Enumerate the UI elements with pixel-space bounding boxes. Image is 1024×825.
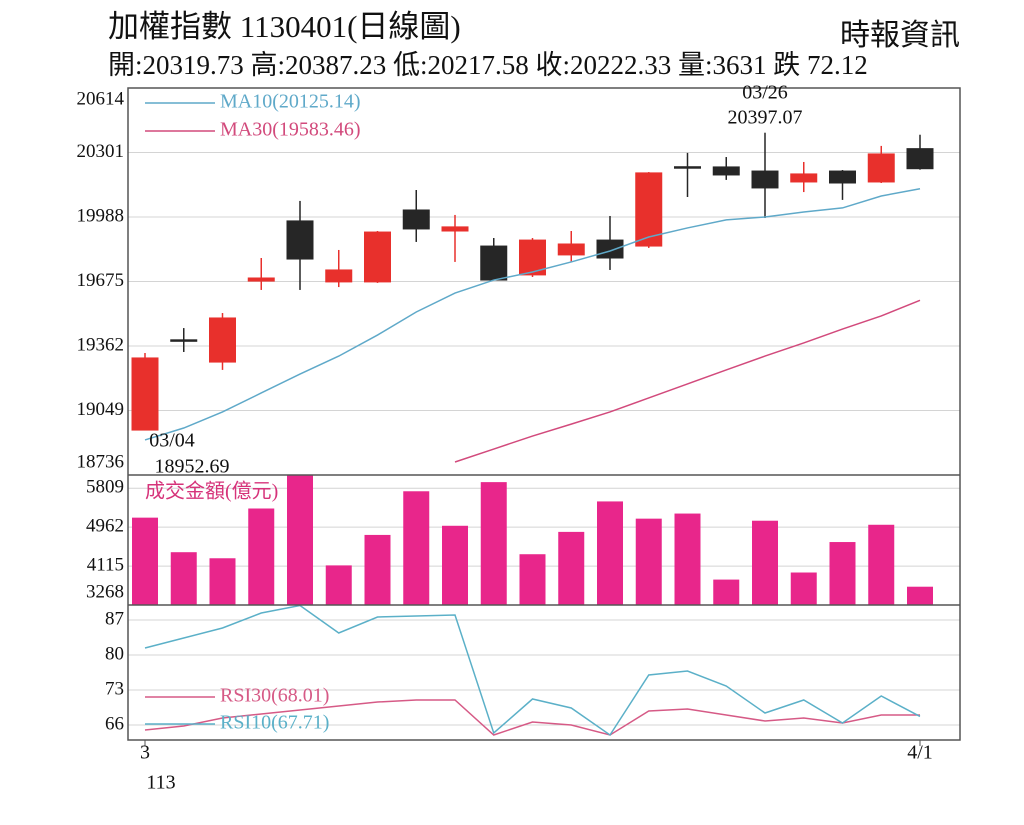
candle-body [364,231,391,283]
y-tick-label: 66 [105,713,124,734]
volume-bar [287,475,313,605]
y-tick-label: 20614 [77,88,125,109]
source: 時報資訊 [840,19,960,52]
candle-body [596,239,624,259]
legend-label: MA30(19583.46) [220,119,361,141]
legend-label: MA10(20125.14) [220,91,361,113]
candle-body [635,172,663,247]
annotation-date: 03/04 [149,430,195,452]
rsi-line [144,605,921,737]
panel [132,475,933,605]
candle-body [751,170,779,189]
x-sublabel: 113 [146,772,175,794]
title: 加權指數 1130401(日線圖) [108,9,461,44]
moving-average-line [454,299,921,463]
candle-body [170,339,198,342]
candle-body [906,148,934,170]
y-tick-label: 4115 [87,554,124,575]
candle-body [402,209,430,230]
candle-body [829,170,856,184]
info: 開:20319.73 高:20387.23 低:20217.58 收:20222… [108,50,868,80]
grid [128,619,960,726]
volume-bar [403,491,430,605]
candle-body [712,166,740,176]
y-tick-label: 73 [105,678,124,699]
moving-average-line [144,188,921,441]
volume-bar [325,565,352,605]
volume-bar [170,552,197,605]
annotation-value: 18952.69 [155,456,230,478]
y-tick-label: 20301 [77,141,125,162]
candle-body [557,243,585,256]
volume-bar [713,579,740,605]
volume-bar [597,501,623,605]
volume-bar [132,517,158,605]
candle-body [480,245,508,281]
y-tick-label: 19675 [77,270,125,291]
volume-bar [829,542,856,605]
x-tick-label: 3 [140,742,150,764]
panel [131,132,934,463]
volume-bar [868,524,895,605]
legend-label: RSI10(67.71) [220,712,329,734]
candle-body [867,153,895,183]
volume-bar [674,513,701,605]
y-tick-label: 3268 [86,581,124,602]
volume-bar [752,520,778,605]
volume-bar [442,525,468,605]
panel-title: 成交金額(億元) [145,480,278,503]
candle-body [209,317,236,363]
y-tick-label: 18736 [77,451,125,472]
volume-bar [635,518,662,605]
volume-bar [480,482,507,605]
candle-body [286,220,314,260]
y-tick-label: 4962 [86,516,124,537]
candle-body [441,226,469,232]
y-tick-label: 19362 [77,334,125,355]
volume-bar [907,586,933,605]
volume-bar [364,534,391,605]
rsi-line [144,699,921,736]
y-tick-label: 19049 [77,399,125,420]
plot [128,87,960,737]
annotation-date: 03/26 [742,82,788,104]
y-tick-label: 5809 [86,477,124,498]
volume-bar [558,531,585,605]
volume-bar [248,508,275,605]
candle-body [790,173,818,183]
y-tick-label: 19988 [77,205,125,226]
volume-bar [790,572,817,605]
candle-body [674,166,701,169]
x-tick-label: 4/1 [907,742,933,764]
annotation-value: 20397.07 [728,107,803,129]
candle-body [131,357,159,431]
candle-body [325,269,353,283]
panel [144,605,921,737]
volume-bar [209,558,236,605]
y-tick-label: 87 [105,608,124,629]
frame [127,87,961,741]
candle-body [247,277,275,282]
y-tick-label: 80 [105,643,124,664]
legend-label: RSI30(68.01) [220,685,329,707]
volume-bar [519,554,546,605]
